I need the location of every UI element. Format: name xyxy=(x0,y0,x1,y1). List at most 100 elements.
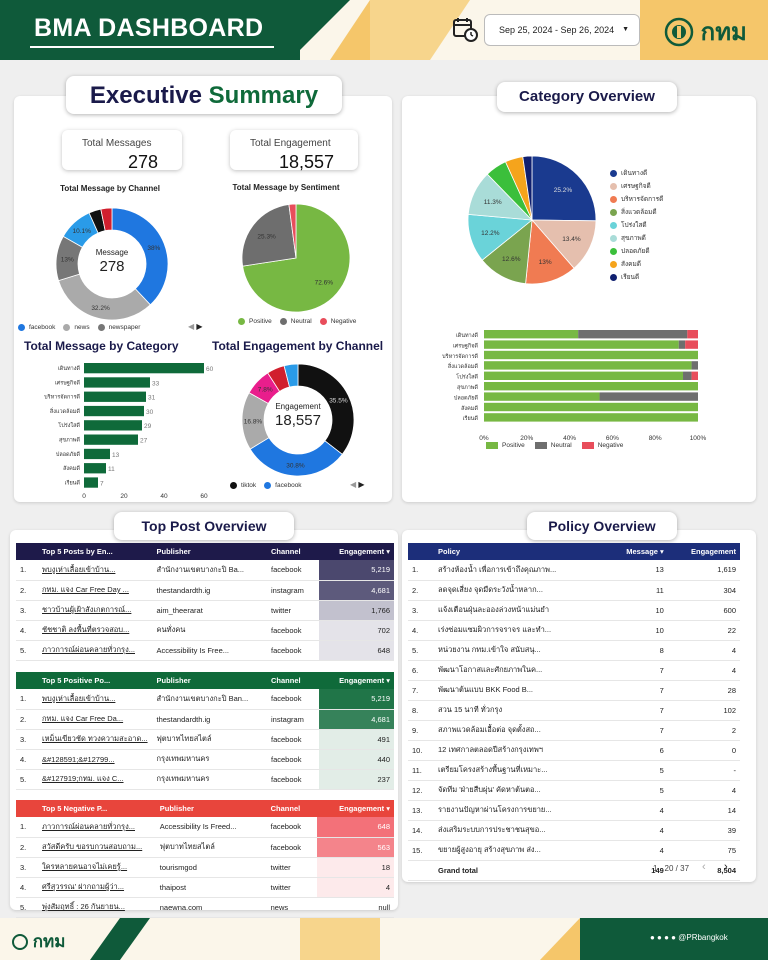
pie-slice[interactable] xyxy=(241,204,297,267)
title-underline xyxy=(30,46,274,48)
stacked-bar-segment[interactable] xyxy=(678,340,686,349)
stacked-bar-segment[interactable] xyxy=(685,340,698,349)
data-label: 27 xyxy=(140,438,148,445)
stacked-bar-segment[interactable] xyxy=(484,340,679,349)
stacked-bar-segment[interactable] xyxy=(484,361,692,370)
table-row[interactable]: 5. หน่วยงาน กทม.เข้าใจ สนับสนุ... 8 4 xyxy=(408,640,740,661)
table-cell: 5. xyxy=(16,640,38,661)
pie-slice[interactable] xyxy=(531,155,597,222)
table-row[interactable]: 15. ขยายผู้สูงอายุ สร้างสุขภาพ ส่ง... 4 75 xyxy=(408,840,740,861)
table-row[interactable]: 4. ชัชชาติ ลงพื้นที่ตรวจสอบ... คนทั่งคน fac… xyxy=(16,620,394,641)
table-row[interactable]: 10. 12 เทศกาลตลอดปีสร้างกรุงเทพฯ 6 0 xyxy=(408,740,740,761)
bar[interactable] xyxy=(84,463,106,474)
table-row[interactable]: 13. รายงานปัญหาผ่านโครงการขยาย... 4 14 xyxy=(408,800,740,821)
bar[interactable] xyxy=(84,405,144,417)
header-cell[interactable]: Policy xyxy=(438,547,461,556)
table-row[interactable]: 12. จัดทีม 'ฝ่ายสืบผุ่น' คัดหาต้นตอ... 5 4 xyxy=(408,780,740,801)
table-row[interactable]: 4. &#128591;&#12799... กรุงเทพมหานคร facebo… xyxy=(16,749,394,770)
social-handle: @PRbangkok xyxy=(678,933,728,942)
stacked-bar-segment[interactable] xyxy=(691,371,698,380)
header-cell[interactable]: Channel xyxy=(271,547,301,556)
prev-page-button[interactable]: ‹ xyxy=(702,861,706,873)
table-row[interactable]: 9. สภาพแวดล้อมเอื้อต่อ จุดตั้งสถ... 7 2 xyxy=(408,720,740,741)
header-cell[interactable]: Publisher xyxy=(156,547,191,556)
header-cell[interactable]: Top 5 Positive Po... xyxy=(42,676,111,685)
header-cell[interactable]: Top 5 Negative P... xyxy=(42,804,108,813)
header-cell[interactable]: Publisher xyxy=(156,676,191,685)
stacked-bar-segment[interactable] xyxy=(484,413,698,422)
stacked-bar-segment[interactable] xyxy=(687,330,698,339)
table-row[interactable]: 4. เร่งซ่อมแซมผิวการจราจร และทำ... 10 22 xyxy=(408,620,740,641)
table-row[interactable]: 2. กทม. แจง Car Free Day ... thestandardth… xyxy=(16,580,394,601)
table-row[interactable]: 3. ชาวบ้านผู้เฝ้าสังเกตการณ์... aim_theera… xyxy=(16,600,394,621)
table-row[interactable]: 3. แจ้งเตือนฝุ่นละอองล่วงหน้าแม่นยำ 10 600 xyxy=(408,600,740,621)
stacked-bar-segment[interactable] xyxy=(578,330,688,339)
table-row[interactable]: 5. พุ่งสัมฤทธิ์ : 26 กันยายน... naewna.com… xyxy=(16,897,394,918)
sort-header-message[interactable]: Message ▾ xyxy=(626,547,664,556)
pie-slice[interactable] xyxy=(531,219,597,269)
table-row[interactable]: 4. ศรีสุวรรณ' ฝากถามผู้ว่า... thaipost twit… xyxy=(16,877,394,898)
stacked-bar-segment[interactable] xyxy=(691,361,698,370)
pie-slice[interactable] xyxy=(58,273,151,321)
bar[interactable] xyxy=(84,377,150,388)
header-cell[interactable]: Publisher xyxy=(159,804,194,813)
axis-tick: 40 xyxy=(160,493,168,500)
bar[interactable] xyxy=(84,391,146,402)
table-cell: 648 xyxy=(319,640,394,661)
stacked-bar-segment[interactable] xyxy=(599,392,698,401)
pie-slice[interactable] xyxy=(100,207,113,232)
table-row[interactable]: 6. พัฒนาโอกาสและศักยภาพในค... 7 4 xyxy=(408,660,740,681)
pie-slice[interactable] xyxy=(249,437,343,477)
stacked-bar-segment[interactable] xyxy=(484,330,579,339)
bar[interactable] xyxy=(84,420,142,431)
table-row[interactable]: 3. ใครหลายคนอาจไม่เคยรู้... tourismgod twit… xyxy=(16,857,394,878)
table-row[interactable]: 2. กทม. แจง Car Free Da... thestandardth.i… xyxy=(16,709,394,730)
stacked-bar-segment[interactable] xyxy=(484,382,698,391)
pie-slice[interactable] xyxy=(288,203,297,259)
table-row[interactable]: 3. เหม็นเขียวชัด ทวงความสะอาด... ฟุตบาทไทย… xyxy=(16,729,394,750)
stacked-bar-segment[interactable] xyxy=(484,402,698,412)
table-header: Policy Message ▾ Engagement xyxy=(408,543,740,560)
sort-header-engagement[interactable]: Engagement ▾ xyxy=(339,804,390,813)
legend-pager[interactable]: ◀ ▶ xyxy=(350,480,365,489)
header-cell xyxy=(408,543,434,560)
header-cell[interactable]: Channel xyxy=(270,804,301,813)
pie-slice[interactable] xyxy=(111,207,169,306)
stacked-bar-segment[interactable] xyxy=(484,392,600,401)
bar[interactable] xyxy=(84,434,138,445)
sort-header-engagement[interactable]: Engagement ▾ xyxy=(339,676,390,685)
slice-label: 12.2% xyxy=(481,230,500,237)
pie-slice[interactable] xyxy=(297,363,355,455)
table-row[interactable]: 11. เตรียมโครงสร้างพื้นฐานที่เหมาะ... 5- xyxy=(408,760,740,781)
table-row[interactable]: 1. ภาวการณ์ผ่อนคลายทั่วกรุง... Accessibili… xyxy=(16,817,394,838)
table-row[interactable]: 8. สวน 15 นาที ทั่วกรุง 7 102 xyxy=(408,700,740,721)
pie-slice[interactable] xyxy=(283,363,299,388)
legend-label: เรียนดี xyxy=(621,274,640,281)
table-cell: news xyxy=(266,897,317,918)
legend-pager[interactable]: ◀ ▶ xyxy=(188,322,203,331)
pie-slice[interactable] xyxy=(522,155,533,221)
calendar-icon[interactable] xyxy=(452,16,478,42)
table-row[interactable]: 1. พบงูเห่าเลื้อยเข้าบ้าน... สำนักงานเขตบา… xyxy=(16,560,394,581)
table-row[interactable]: 5. &#127919;กทม. แจง C... กรุงเทพมหานคร fac… xyxy=(16,769,394,790)
table-row[interactable]: 1. สร้างห้องน้ำ เพื่อการเข้าถึงคุณภาพ... 1… xyxy=(408,560,740,581)
table-row[interactable]: 7. พัฒนาต้นแบบ BKK Food B... 7 28 xyxy=(408,680,740,701)
bar[interactable] xyxy=(84,477,98,488)
stacked-bar-segment[interactable] xyxy=(484,350,698,360)
header-cell[interactable]: Channel xyxy=(271,676,301,685)
stacked-bar-segment[interactable] xyxy=(683,371,692,380)
bar[interactable] xyxy=(84,363,204,374)
stacked-bar-segment[interactable] xyxy=(484,371,684,380)
table-row[interactable]: 5. ภาวการณ์ผ่อนคลายทั่วกรุง... Accessibili… xyxy=(16,640,394,661)
header-cell[interactable]: Engagement xyxy=(690,547,736,556)
social-links[interactable]: ● ● ● ● @PRbangkok xyxy=(650,933,728,942)
table-row[interactable]: 14. ส่งเสริมระบบการประชาชนสุขอ... 4 39 xyxy=(408,820,740,841)
table-row[interactable]: 1. พบงูเห่าเลื้อยเข้าบ้าน... สำนักงานเขตบา… xyxy=(16,689,394,710)
table-row[interactable]: 2. สวัสดีครับ ขอรบกวนสอบถาม... ฟุตบาทไทยสไ… xyxy=(16,837,394,858)
header-cell[interactable]: Top 5 Posts by En... xyxy=(42,547,113,556)
next-page-button[interactable]: › xyxy=(724,861,728,873)
bar[interactable] xyxy=(84,448,110,460)
table-row[interactable]: 2. ลดจุดเสี่ยง จุดมืดระวังน้ำหลาก... 11 304 xyxy=(408,580,740,601)
sort-header-engagement[interactable]: Engagement ▾ xyxy=(339,547,390,556)
date-range-picker[interactable]: Sep 25, 2024 - Sep 26, 2024 ▼ xyxy=(484,14,640,46)
